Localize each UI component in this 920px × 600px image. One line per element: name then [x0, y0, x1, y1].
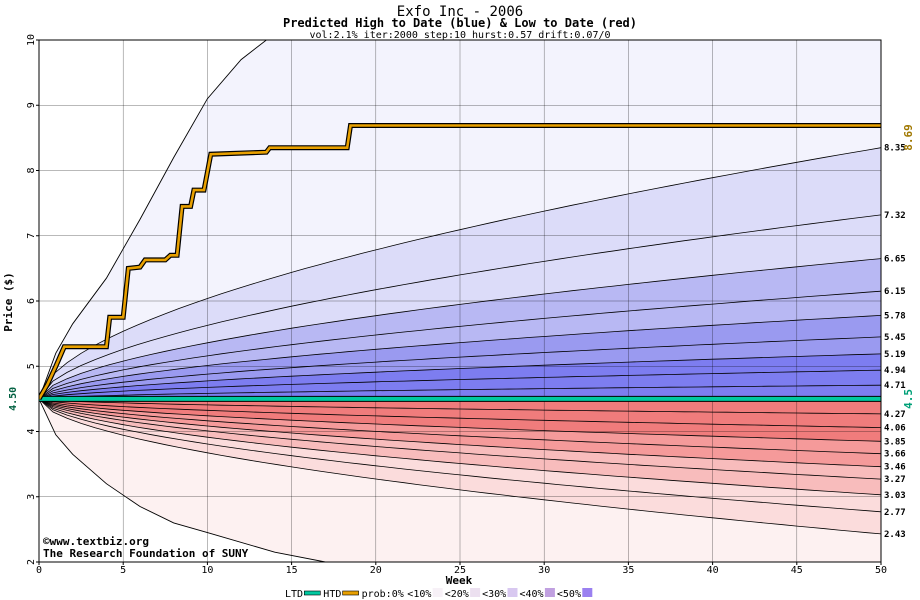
- quantile-label: 3.46: [884, 463, 906, 473]
- x-axis-label: Week: [446, 574, 473, 587]
- htd-final-label: 8.69: [902, 124, 915, 151]
- y-axis-label: Price ($): [2, 272, 15, 332]
- band-lower-3: [39, 398, 881, 454]
- x-tick-label: 25: [454, 565, 466, 576]
- legend-swatch-box: [432, 588, 443, 597]
- quantile-label: 4.94: [884, 366, 906, 376]
- quantile-line-lower: [39, 398, 881, 415]
- quantile-label: 5.19: [884, 350, 906, 360]
- legend-label: LTD: [285, 589, 303, 600]
- band-lower-5: [39, 398, 881, 480]
- quantile-line-lower: [39, 398, 881, 535]
- chart-subtitle: Predicted High to Date (blue) & Low to D…: [283, 16, 637, 30]
- quantile-label: 3.27: [884, 475, 906, 485]
- quantile-label: 3.66: [884, 450, 906, 460]
- x-tick-label: 50: [875, 565, 887, 576]
- quantile-line-upper: [39, 353, 881, 400]
- quantile-line-lower: [39, 398, 881, 513]
- quantile-line-upper: [39, 147, 881, 400]
- quantile-label: 4.06: [884, 424, 906, 434]
- legend-swatch-box: [470, 588, 481, 597]
- legend-swatch-line: [342, 590, 359, 596]
- quantile-line-lower: [39, 398, 881, 496]
- outer-upper-curve: [39, 40, 268, 400]
- quantile-label: 6.15: [884, 287, 906, 297]
- legend-label: HTD: [323, 589, 341, 600]
- x-tick-label: 0: [36, 565, 42, 576]
- quantile-line-upper: [39, 384, 881, 400]
- quantile-label: 3.85: [884, 437, 906, 447]
- legend-label: <40%: [520, 589, 544, 600]
- quantile-line-lower: [39, 398, 881, 442]
- legend-swatch-box: [582, 588, 593, 597]
- plot-bands: [39, 40, 881, 562]
- band-upper-5: [39, 291, 881, 399]
- y-tick-label: 4: [26, 428, 37, 434]
- legend: LTD HTD prob:0% <10% <20% <30% <40% <50%: [285, 588, 593, 600]
- legend-swatch-box: [544, 588, 555, 597]
- x-tick-label: 40: [707, 565, 719, 576]
- quantile-line-upper: [39, 369, 881, 400]
- x-tick-label: 5: [120, 565, 126, 576]
- x-tick-label: 30: [538, 565, 550, 576]
- y-tick-label: 3: [26, 494, 37, 500]
- quantile-line-upper: [39, 214, 881, 400]
- ltd-final-label: 4.5: [902, 389, 915, 409]
- legend-swatch-box: [507, 588, 518, 597]
- band-lower-0: [39, 398, 881, 562]
- y-tick-label: 8: [26, 167, 37, 173]
- band-lower-7: [39, 398, 881, 512]
- legend-label: <10%: [407, 589, 431, 600]
- x-tick-label: 10: [201, 565, 213, 576]
- y-tick-label: 2: [26, 559, 37, 565]
- watermark-line-1: ©www.textbiz.org: [43, 535, 149, 548]
- quantile-line-upper: [39, 315, 881, 400]
- y-tick-label: 7: [26, 233, 37, 239]
- chart-title: Exfo Inc - 2006: [397, 4, 523, 20]
- quantile-label: 7.32: [884, 211, 906, 221]
- quantile-line-lower: [39, 398, 881, 455]
- start-price-label: 4.50: [8, 387, 19, 411]
- band-upper-4: [39, 315, 881, 399]
- plot-area: 0 5 10 15 20 25 30 35 40 45 5023456789104.504.714.…: [8, 34, 915, 576]
- quantile-label: 2.77: [884, 508, 906, 518]
- x-tick-label: 15: [286, 565, 298, 576]
- quantile-label: 4.27: [884, 410, 906, 420]
- quantile-label: 5.45: [884, 333, 906, 343]
- quantile-label: 4.71: [884, 381, 906, 391]
- x-tick-label: 45: [791, 565, 803, 576]
- chart-params: vol:2.1% iter:2000 step:10 hurst:0.57 dr…: [309, 30, 610, 41]
- y-tick-label: 6: [26, 298, 37, 304]
- y-tick-label: 10: [26, 34, 37, 46]
- legend-label: <50%: [557, 589, 581, 600]
- quantile-label: 2.43: [884, 530, 906, 540]
- watermark-line-2: The Research Foundation of SUNY: [43, 547, 249, 560]
- htd-line: [39, 124, 881, 400]
- x-tick-label: 20: [370, 565, 382, 576]
- band-lower-8: [39, 398, 881, 534]
- quantile-line-upper: [39, 290, 881, 400]
- band-upper-6: [39, 258, 881, 399]
- outer-lower-curve: [39, 398, 326, 562]
- quantile-line-upper: [39, 336, 881, 400]
- quantile-line-lower: [39, 398, 881, 468]
- quantile-label: 6.65: [884, 255, 906, 265]
- y-tick-label: 5: [26, 363, 37, 369]
- quantile-label: 8.35: [884, 144, 906, 154]
- legend-swatch-line: [303, 590, 321, 596]
- band-upper-7: [39, 214, 881, 399]
- quantile-label: 5.78: [884, 311, 906, 321]
- legend-label: <20%: [445, 589, 469, 600]
- band-lower-4: [39, 398, 881, 467]
- quantile-line-lower: [39, 398, 881, 428]
- quantile-line-lower: [39, 398, 881, 480]
- x-tick-label: 35: [622, 565, 634, 576]
- band-lower-6: [39, 398, 881, 495]
- y-tick-label: 9: [26, 102, 37, 108]
- quantile-line-upper: [39, 258, 881, 400]
- legend-label: prob:0%: [362, 589, 404, 600]
- legend-label: <30%: [482, 589, 506, 600]
- quantile-label: 3.03: [884, 491, 906, 501]
